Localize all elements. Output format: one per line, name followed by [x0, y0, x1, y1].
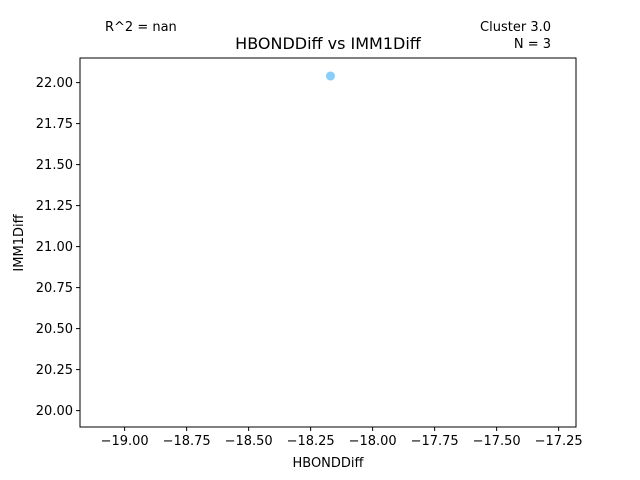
y-tick-label: 20.00: [36, 404, 73, 419]
y-tick-label: 22.00: [36, 76, 73, 91]
y-tick-label: 20.75: [36, 281, 73, 296]
x-tick-label: −18.00: [349, 434, 397, 449]
data-point: [325, 71, 335, 81]
data-points: [325, 71, 335, 81]
y-tick-label: 20.50: [36, 322, 73, 337]
y-tick-label: 21.50: [36, 158, 73, 173]
y-tick-label: 21.75: [36, 117, 73, 132]
y-tick-label: 21.25: [36, 199, 73, 214]
x-tick-label: −18.25: [287, 434, 335, 449]
x-tick-label: −17.50: [473, 434, 521, 449]
x-tick-label: −19.00: [101, 434, 149, 449]
count-annotation: N = 3: [513, 37, 551, 52]
r-squared-annotation: R^2 = nan: [105, 20, 177, 35]
x-tick-label: −18.75: [163, 434, 211, 449]
y-tick-label: 21.00: [36, 240, 73, 255]
plot-frame: [79, 57, 577, 428]
x-axis-ticks: −19.00 −18.75 −18.50 −18.25 −18.00 −17.75 −17.…: [101, 427, 583, 449]
x-tick-label: −17.75: [411, 434, 459, 449]
cluster-annotation: Cluster 3.0: [480, 20, 551, 35]
y-axis-label: IMM1Diff: [12, 213, 27, 271]
chart-title: HBONDDiff vs IMM1Diff: [235, 34, 422, 53]
x-tick-label: −17.25: [535, 434, 583, 449]
y-axis-ticks: 20.00 20.25 20.50 20.75 21.00 21.25 21.50 21.75…: [36, 76, 80, 419]
y-tick-label: 20.25: [36, 363, 73, 378]
x-tick-label: −18.50: [225, 434, 273, 449]
x-axis-label: HBONDDiff: [292, 456, 364, 471]
